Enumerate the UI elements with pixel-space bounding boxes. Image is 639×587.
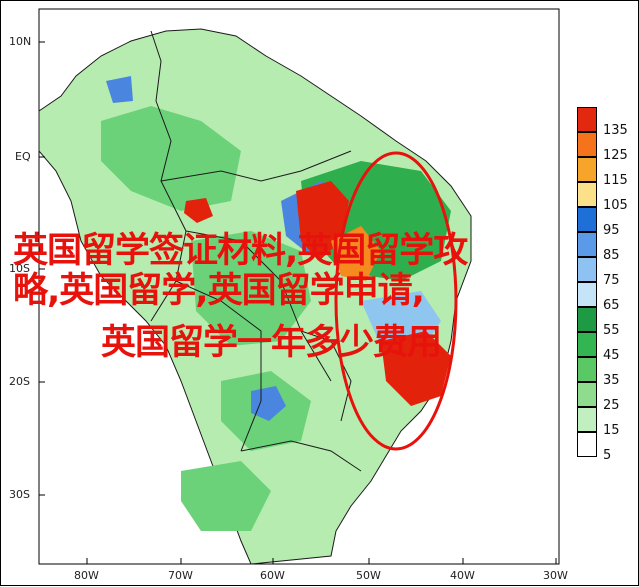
legend-label: 5 <box>603 448 612 463</box>
legend-label: 95 <box>603 223 620 238</box>
overlay-line-2: 略,英国留学,英国留学申请, <box>13 271 425 311</box>
lat-label: EQ <box>15 150 31 163</box>
axis-ticks <box>39 41 557 564</box>
overlay-line-1: 英国留学签证材料,英国留学攻 <box>13 231 468 271</box>
lon-label: 70W <box>168 569 193 582</box>
legend-swatch <box>577 107 597 132</box>
legend-swatch <box>577 382 597 407</box>
legend-label: 45 <box>603 348 620 363</box>
overlay-line-3: 英国留学一年多少费用 <box>101 323 442 363</box>
lat-label: 10N <box>9 35 32 48</box>
legend-label: 105 <box>603 198 628 213</box>
legend-swatch <box>577 257 597 282</box>
legend-swatch <box>577 357 597 382</box>
red-patch <box>184 198 213 223</box>
highlight-circle <box>334 151 458 451</box>
lat-label: 20S <box>9 375 30 388</box>
legend-label: 115 <box>603 173 628 188</box>
red-patch <box>381 331 451 406</box>
legend-swatch <box>577 157 597 182</box>
country-borders <box>150 30 362 472</box>
green-patch <box>181 461 271 531</box>
lon-label: 80W <box>74 569 99 582</box>
lon-label: 30W <box>543 569 568 582</box>
lat-label: 10S <box>9 262 30 275</box>
legend-label: 25 <box>603 398 620 413</box>
legend-label: 65 <box>603 298 620 313</box>
lon-label: 40W <box>450 569 475 582</box>
legend-label: 85 <box>603 248 620 263</box>
legend-swatch <box>577 307 597 332</box>
legend-swatch <box>577 407 597 432</box>
lat-label: 30S <box>9 488 30 501</box>
legend-swatch <box>577 232 597 257</box>
orange-patch <box>331 226 381 281</box>
lon-label: 60W <box>260 569 285 582</box>
legend-swatch <box>577 282 597 307</box>
green-patch <box>101 106 241 211</box>
legend-swatch <box>577 182 597 207</box>
legend-swatch <box>577 332 597 357</box>
legend-label: 135 <box>603 123 628 138</box>
green-patch <box>191 231 311 346</box>
blue-patch <box>251 386 286 421</box>
legend-swatch <box>577 132 597 157</box>
legend-label: 55 <box>603 323 620 338</box>
legend-label: 15 <box>603 423 620 438</box>
legend-swatch <box>577 432 597 457</box>
legend-label: 75 <box>603 273 620 288</box>
legend-label: 35 <box>603 373 620 388</box>
lon-label: 50W <box>356 569 381 582</box>
legend-label: 125 <box>603 148 628 163</box>
blue-patch <box>106 76 133 103</box>
legend-swatch <box>577 207 597 232</box>
